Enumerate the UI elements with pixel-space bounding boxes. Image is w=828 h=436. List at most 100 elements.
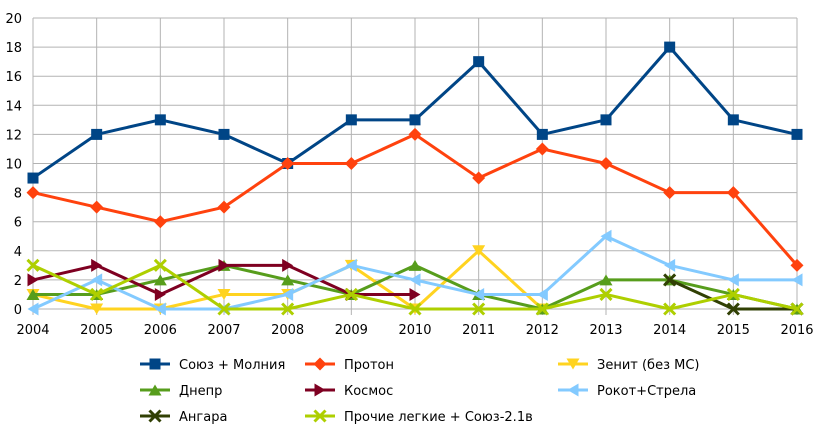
x-tick-label: 2004 [16,323,49,338]
data-point [599,287,613,302]
data-point [345,114,357,126]
x-tick-label: 2008 [271,323,304,338]
data-point [281,157,295,170]
x-tick-label: 2016 [780,323,813,338]
data-point [663,186,677,200]
data-point [409,287,421,301]
x-tick-label: 2010 [398,323,431,338]
legend-label: Рокот+Стрела [597,384,696,399]
y-tick-label: 6 [14,216,22,231]
data-point [727,273,739,287]
legend-label: Прочие легкие + Союз-2.1в [344,410,533,425]
data-point [281,302,295,316]
data-point [154,302,166,316]
data-point [790,258,804,272]
legend-label: Зенит (без МС) [597,358,699,373]
data-point [154,287,166,301]
data-point [472,171,486,185]
data-point [26,258,40,272]
legend: Союз + Молния Протон Зенит (без МС) Днепр Ко… [140,357,699,425]
data-point [535,302,549,316]
x-tick-label: 2013 [589,323,622,338]
data-point [663,273,677,287]
y-tick-label: 14 [5,99,22,114]
series-Союз + Молния [27,41,803,184]
y-tick-label: 18 [5,41,22,56]
legend-swatch-marker [148,384,162,396]
data-point [726,302,740,316]
data-point [91,128,103,140]
data-point [473,287,485,301]
legend-label: Протон [344,358,394,373]
legend-swatch-marker [313,409,327,423]
data-point [726,287,740,302]
data-point [663,302,677,316]
data-point [282,287,294,301]
series-Рокот+Стрела [27,229,803,316]
data-point [408,259,422,271]
data-point [664,41,676,53]
y-tick-label: 20 [5,12,22,27]
series-lines [26,41,804,316]
x-tick-label: 2009 [335,323,368,338]
data-point [345,258,357,272]
data-point [408,302,422,316]
legend-swatch-marker [567,383,579,397]
data-point [153,215,167,229]
data-point [409,114,421,126]
legend-item: Космос [305,383,393,399]
data-point [535,142,549,156]
data-point [90,287,104,302]
data-point [409,273,421,287]
y-tick-label: 10 [5,158,22,173]
axes: 0 2 4 6 8 10 12 14 16 18 20 2004 2005 2006 2007 2008 200… [5,12,813,338]
y-tick-label: 12 [5,128,22,143]
data-point [218,128,230,140]
data-point [727,114,739,126]
legend-item: Зенит (без МС) [558,358,699,373]
data-point [282,258,294,272]
y-tick-label: 0 [14,303,22,318]
data-point [281,274,295,286]
x-tick-label: 2014 [653,323,686,338]
data-point [473,56,485,68]
data-point [218,258,230,272]
legend-label: Союз + Молния [179,358,285,373]
x-tick-label: 2012 [526,323,559,338]
legend-label: Ангара [179,410,227,425]
data-point [472,302,486,316]
series-Протон [26,127,804,272]
data-point [27,172,39,184]
data-point [599,274,613,286]
data-point [90,200,104,214]
data-point [726,186,740,200]
y-tick-label: 2 [14,274,22,289]
data-point [599,157,613,170]
x-tick-label: 2015 [717,323,750,338]
data-point [536,128,548,140]
data-point [600,114,612,126]
data-point [27,302,39,316]
data-point [26,288,40,300]
legend-swatch-marker [314,383,326,397]
data-point [217,302,231,316]
x-tick-label: 2007 [207,323,240,338]
legend-item: Союз + Молния [140,358,285,373]
data-point [344,157,358,170]
legend-item: Днепр [140,384,222,399]
data-point [153,274,167,286]
series-Прочие легкие + Союз-2.1в [26,258,804,316]
legend-swatch-marker [149,358,161,370]
data-point [472,245,486,257]
y-tick-label: 4 [14,245,22,260]
data-point [153,258,167,272]
legend-item: Прочие легкие + Союз-2.1в [305,409,533,425]
legend-swatch-marker [313,357,327,371]
y-tick-label: 16 [5,70,22,85]
data-point [26,186,40,200]
legend-label: Днепр [179,384,222,399]
data-point [408,127,422,141]
x-tick-label: 2006 [144,323,177,338]
